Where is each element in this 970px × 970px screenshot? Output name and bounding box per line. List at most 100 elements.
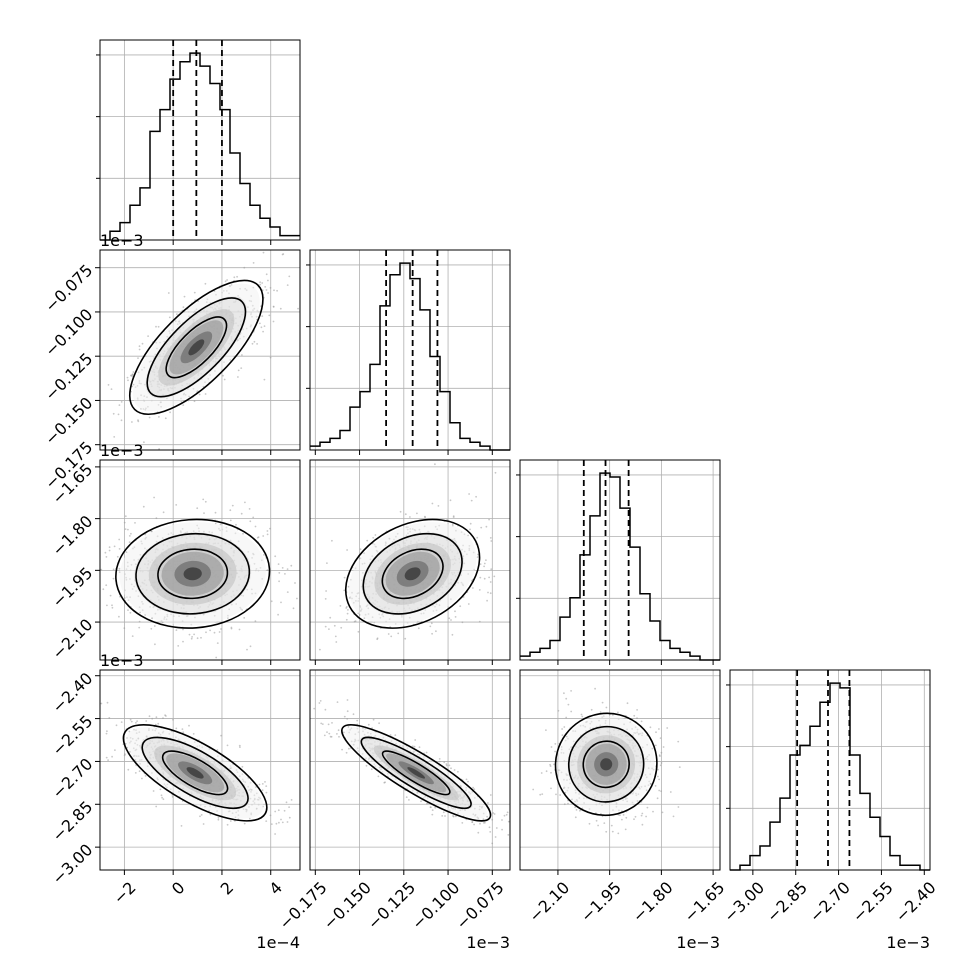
x-tick-label: −2.55 [849,878,897,926]
scatter-point [277,809,280,812]
scatter-point [660,762,663,764]
y-tick-label: −2.10 [48,615,96,663]
density-level-5 [407,767,426,779]
scatter-point [263,378,266,381]
scatter-point [272,305,275,308]
scatter-point [477,553,479,556]
scatter-point [167,292,170,294]
scatter-point [337,729,340,732]
scatter-point [457,770,459,773]
y-tick-label: −0.150 [41,393,96,448]
scatter-point [257,536,260,538]
scatter-point [540,772,543,774]
scatter-point [157,722,160,725]
x-tick-label: −0.175 [275,878,330,933]
scatter-point [118,567,121,570]
scatter-point [246,648,248,651]
x-tick-label: −2 [110,878,140,908]
panel-content [87,460,300,660]
scatter-point [515,556,517,558]
scatter-point [646,806,649,809]
scatter-point [282,253,285,255]
scatter-point [89,547,91,549]
scatter-point [198,393,201,396]
scatter-point [199,815,201,818]
scatter-point [374,534,377,536]
panel-frame [309,249,511,451]
scatter-point [626,702,629,705]
scatter-point [511,828,513,830]
scatter-point [216,749,219,751]
scatter-point [470,499,473,502]
scatter-point [297,307,299,310]
scatter-point [561,728,563,730]
scatter-point [370,768,373,771]
scatter-point [339,605,342,607]
scatter-point [404,637,407,640]
scatter-point [115,724,118,727]
scatter-point [286,568,289,570]
scatter-point [610,824,613,827]
scatter-point [171,796,174,798]
contour-line-0 [122,724,268,822]
panel-content [520,670,720,870]
scatter-point [143,441,145,444]
scatter-point [346,718,349,720]
scatter-point [213,631,216,634]
scatter-point [455,815,457,818]
scatter-point [501,819,503,821]
density-level-5 [404,567,421,581]
scatter-point [265,791,268,794]
scatter-point [270,600,273,603]
scatter-point [346,699,349,701]
y-exponent-label: 1e−3 [100,231,144,250]
scatter-point [134,522,136,524]
scatter-point [286,821,289,823]
scatter-point [164,417,167,420]
scatter-point [465,778,468,781]
panel-frame [99,249,301,451]
scatter-point [155,716,158,719]
density-level-5 [600,758,613,771]
scatter-point [273,289,275,292]
scatter-point [151,717,154,720]
scatter-point [259,322,261,325]
scatter-point [645,815,647,818]
scatter-point [112,568,115,571]
scatter-point [346,549,348,551]
histogram-panel-p2 [516,459,721,661]
scatter-panel-p0-p3 [99,669,301,871]
scatter-point [233,276,236,279]
scatter-point [633,818,635,821]
histogram-panel-p0 [96,39,301,241]
scatter-point [230,626,233,629]
scatter-point [278,821,280,824]
scatter-point [204,393,207,395]
scatter-point [649,726,652,729]
scatter-point [220,628,222,630]
contour-line-2 [381,750,451,796]
y-exponent-label: 1e−3 [100,651,144,670]
scatter-point [384,781,386,784]
scatter-point [288,224,290,226]
scatter-point [658,728,660,730]
contour-line-2 [381,548,444,600]
scatter-point [182,306,185,309]
scatter-point [154,643,156,646]
scatter-point [138,770,141,773]
contour-line-0 [128,279,264,416]
scatter-point [352,713,355,716]
scatter-point [612,714,614,716]
scatter-point [205,631,207,634]
scatter-point [214,511,217,514]
density-level-5 [183,567,202,581]
scatter-point [248,508,251,510]
y-tick-label: −0.125 [41,349,96,404]
scatter-point [657,768,659,771]
scatter-point [87,589,89,591]
scatter-point [448,764,451,767]
scatter-point [408,799,410,801]
scatter-point [611,830,614,833]
scatter-point [169,411,172,414]
